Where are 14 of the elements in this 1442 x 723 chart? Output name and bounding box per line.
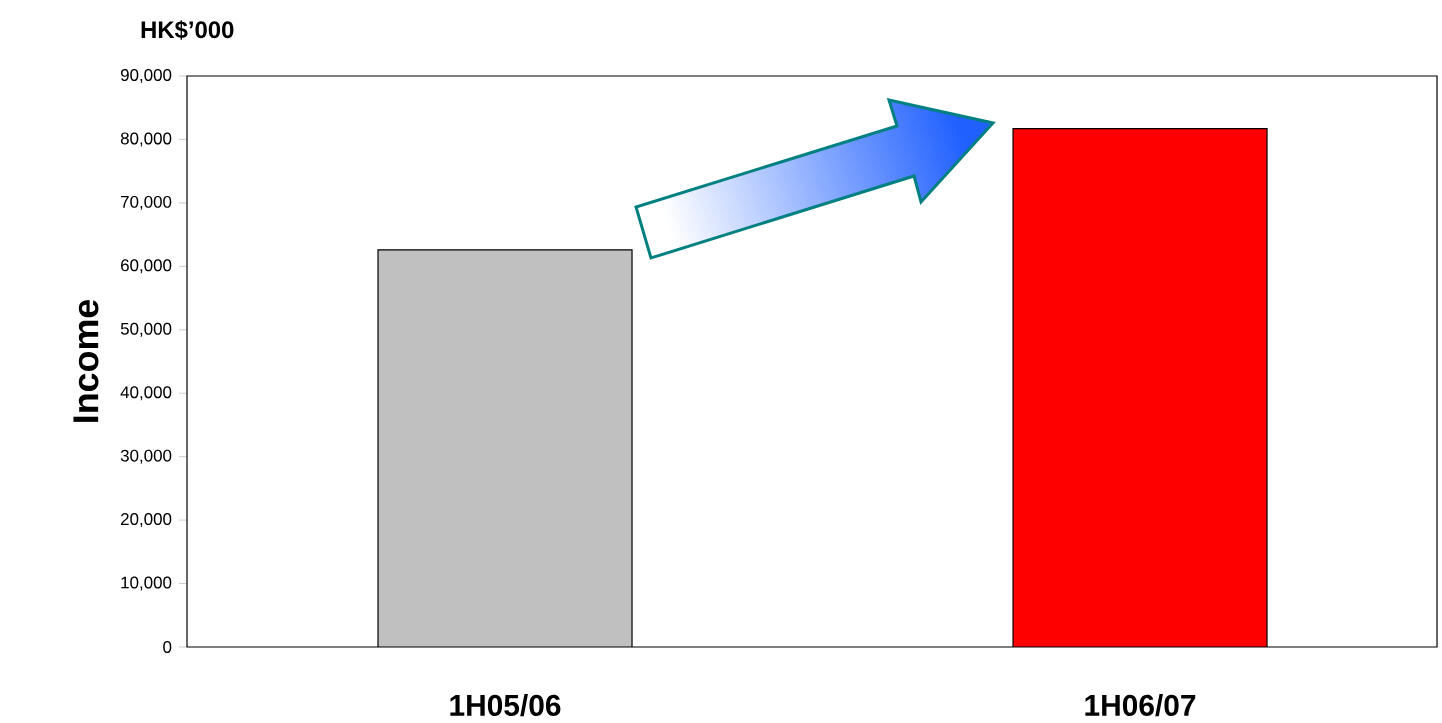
text: HK$’000	[141, 20, 234, 40]
y-tick-label: 0	[163, 641, 172, 653]
x-tick-label: 1H05/06	[450, 694, 561, 717]
y-tick-label: 90,000	[120, 69, 172, 84]
y-tick-label: 80,000	[120, 132, 172, 147]
y-axis-title: Income	[73, 299, 99, 422]
y-tick-label: 60,000	[121, 259, 172, 274]
y-tick-label: 30,000	[120, 449, 172, 464]
y-tick-label: 70,000	[121, 195, 172, 210]
y-tick-label: 50,000	[120, 322, 172, 337]
y-tick-label: 10,000	[121, 576, 172, 591]
y-tick-label: 20,000	[121, 513, 172, 528]
y-tick-label: 40,000	[120, 386, 172, 401]
x-tick-label: 1H06/07	[1085, 694, 1196, 717]
